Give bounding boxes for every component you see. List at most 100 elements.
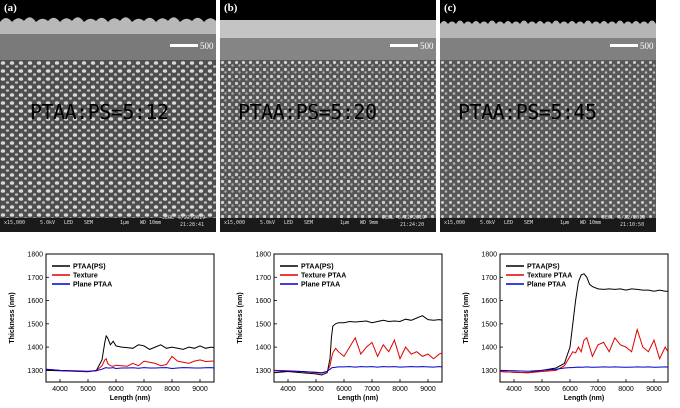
date: 5/22/2019 xyxy=(618,215,646,221)
y-tick-label: 1300 xyxy=(255,368,271,375)
panel-letter: (a) xyxy=(4,2,17,14)
x-tick-label: 9000 xyxy=(646,386,662,393)
series-line xyxy=(499,327,669,374)
scale-text: 1μm xyxy=(340,220,350,226)
y-tick-label: 1800 xyxy=(255,252,271,259)
y-tick-label: 1700 xyxy=(255,275,271,282)
plot-frame xyxy=(45,253,215,383)
magnification: x15,000 xyxy=(444,220,466,226)
time: 21:28:41 xyxy=(180,222,205,228)
scale-label: 500 xyxy=(420,41,434,51)
sem-info-bar: x15,000 5.0kV LED 1μm SEM WD 9mm JEOL 5/… xyxy=(220,215,436,232)
working-distance: WD 10mm xyxy=(580,220,602,226)
y-tick-label: 1600 xyxy=(27,298,43,305)
y-tick-label: 1600 xyxy=(481,298,497,305)
y-tick-label: 1500 xyxy=(27,321,43,328)
y-tick-label: 1700 xyxy=(27,275,43,282)
legend-entry: Plane PTAA xyxy=(527,282,566,289)
series-line xyxy=(273,315,443,376)
y-tick-label: 1500 xyxy=(481,321,497,328)
lens: SEM xyxy=(304,220,314,226)
x-tick-label: 5000 xyxy=(308,386,324,393)
y-tick-label: 1800 xyxy=(481,252,497,259)
detector: LED xyxy=(504,220,514,226)
sem-cross-section-image xyxy=(220,0,436,60)
panel-letter: (b) xyxy=(224,2,238,14)
x-axis-label: Length (nm) xyxy=(110,395,150,402)
series-line xyxy=(45,355,214,373)
x-tick-label: 6000 xyxy=(108,386,124,393)
series-line xyxy=(45,367,215,372)
x-tick-label: 6000 xyxy=(562,386,578,393)
thickness-chart-svg: 1300 1400 1500 1600 1700 1800 4000 5000 6000 7000… xyxy=(463,252,669,402)
sem-surface-image xyxy=(0,60,216,232)
y-tick-label: 1600 xyxy=(255,298,271,305)
thickness-chart-svg: 1300 1400 1500 1600 1700 1800 4000 5000 6000 7000… xyxy=(9,252,215,402)
sem-surface-image xyxy=(440,60,656,232)
legend-entry: Texture PTAA xyxy=(301,273,346,280)
scale-text: 1μm xyxy=(560,220,570,226)
legend-entry: PTAA(PS) xyxy=(527,264,560,271)
x-tick-label: 4000 xyxy=(52,386,68,393)
sem-surface-image xyxy=(220,60,436,232)
date: 5/22/2019 xyxy=(178,215,206,221)
x-tick-label: 8000 xyxy=(392,386,408,393)
x-tick-label: 7000 xyxy=(590,386,606,393)
y-tick-label: 1700 xyxy=(481,275,497,282)
time: 21:24:20 xyxy=(400,222,425,228)
thickness-chart-svg: 1300 1400 1500 1600 1700 1800 4000 5000 6000 7000… xyxy=(237,252,443,402)
x-tick-label: 5000 xyxy=(80,386,96,393)
sem-info-bar: x15,000 5.0kV LED 1μm SEM WD 10mm JEOL 5… xyxy=(440,215,656,232)
maker: JEOL xyxy=(602,215,615,221)
x-tick-label: 9000 xyxy=(420,386,436,393)
voltage: 5.0kV xyxy=(40,220,56,226)
x-tick-label: 7000 xyxy=(364,386,380,393)
thickness-chart-c: 1300 1400 1500 1600 1700 1800 4000 5000 6000 7000… xyxy=(454,240,680,408)
series-line xyxy=(499,366,669,372)
y-axis-label: Thickness (nm) xyxy=(463,292,470,343)
ratio-label: PTAA:PS=5:12 xyxy=(30,100,169,124)
ratio-label: PTAA:PS=5:45 xyxy=(458,100,597,124)
y-tick-label: 1500 xyxy=(255,321,271,328)
scale-text: 1μm xyxy=(120,220,130,226)
x-tick-label: 7000 xyxy=(136,386,152,393)
x-axis-label: Length (nm) xyxy=(338,395,378,402)
y-tick-label: 1400 xyxy=(27,345,43,352)
working-distance: WD 10mm xyxy=(140,220,162,226)
x-tick-label: 5000 xyxy=(534,386,550,393)
date: 5/22/2019 xyxy=(398,215,426,221)
scale-bar xyxy=(170,44,198,47)
scale-bar xyxy=(390,44,418,47)
legend-entry: Plane PTAA xyxy=(73,282,112,289)
y-tick-label: 1800 xyxy=(27,252,43,259)
x-tick-label: 4000 xyxy=(280,386,296,393)
maker: JEOL xyxy=(162,215,175,221)
x-tick-label: 8000 xyxy=(618,386,634,393)
maker: JEOL xyxy=(382,215,395,221)
y-tick-label: 1300 xyxy=(481,368,497,375)
legend-entry: PTAA(PS) xyxy=(73,264,106,271)
sem-panel-c: (c) 500 PTAA:PS=5:45 x15,000 5.0kV LED 1… xyxy=(440,0,656,232)
detector: LED xyxy=(284,220,294,226)
legend-entry: PTAA(PS) xyxy=(301,264,334,271)
magnification: x15,000 xyxy=(4,220,26,226)
y-axis-label: Thickness (nm) xyxy=(237,292,244,343)
thickness-chart-a: 1300 1400 1500 1600 1700 1800 4000 5000 6000 7000… xyxy=(0,240,226,408)
series-line xyxy=(499,273,668,374)
scale-label: 500 xyxy=(640,41,654,51)
y-axis-label: Thickness (nm) xyxy=(9,292,16,343)
y-tick-label: 1400 xyxy=(481,345,497,352)
detector: LED xyxy=(64,220,74,226)
legend-entry: Plane PTAA xyxy=(301,282,340,289)
lens: SEM xyxy=(524,220,534,226)
x-tick-label: 8000 xyxy=(164,386,180,393)
plot-frame xyxy=(499,253,669,383)
working-distance: WD 9mm xyxy=(360,220,379,226)
legend-entry: Texture PTAA xyxy=(527,273,572,280)
sem-panel-a: (a) 500 PTAA:PS=5:12 x15,000 5.0kV LED 1… xyxy=(0,0,216,232)
x-tick-label: 9000 xyxy=(192,386,208,393)
ratio-label: PTAA:PS=5:20 xyxy=(238,100,377,124)
magnification: x15,000 xyxy=(224,220,246,226)
voltage: 5.0kV xyxy=(480,220,496,226)
y-tick-label: 1400 xyxy=(255,345,271,352)
